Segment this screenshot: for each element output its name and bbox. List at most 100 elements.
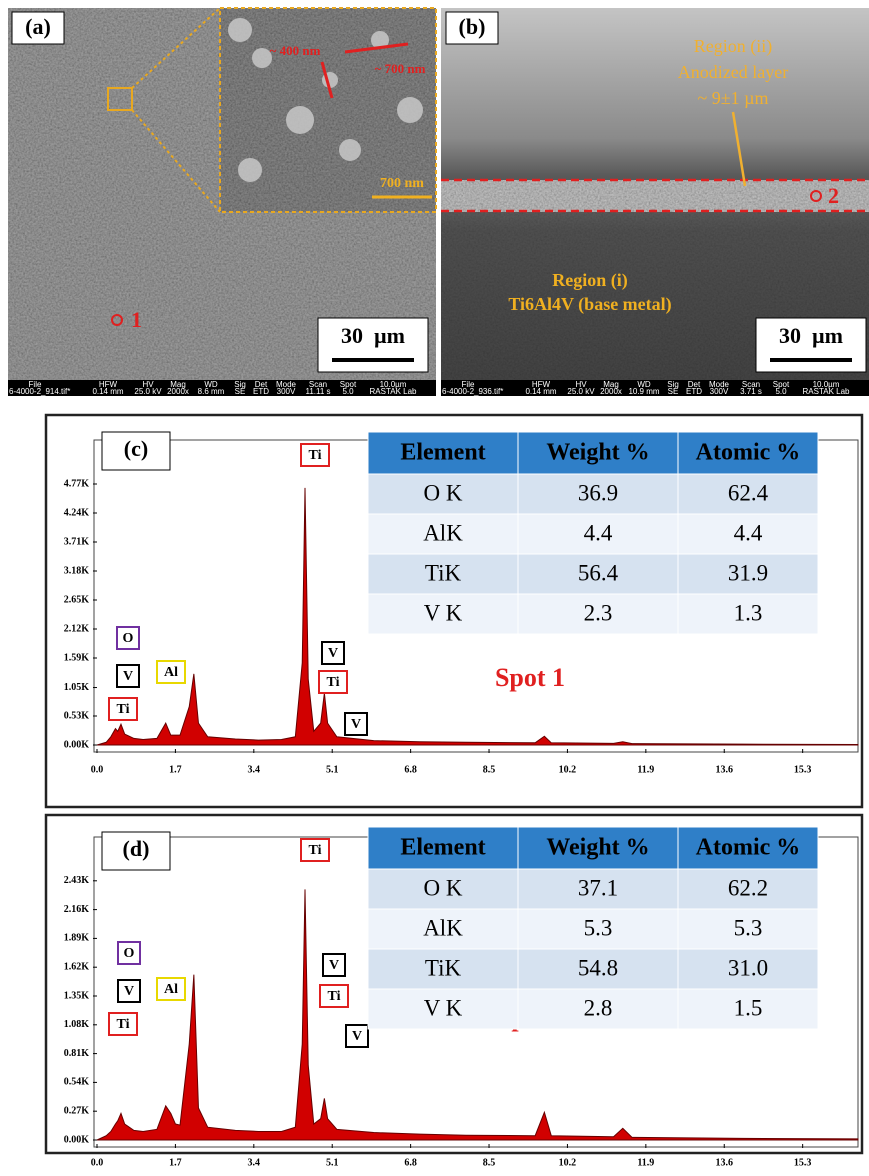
info-value: 5.0 — [775, 387, 787, 396]
info-value: 25.0 kV — [134, 387, 162, 396]
y-tick-label: 2.16K — [64, 904, 90, 915]
table-value: 1.3 — [734, 600, 763, 625]
table-header: Element — [400, 440, 485, 466]
spot-label: 2 — [828, 183, 839, 208]
peak-label: V — [328, 646, 338, 661]
x-tick-label: 15.3 — [794, 1157, 812, 1168]
peak-label: Ti — [309, 448, 322, 463]
x-tick-label: 8.5 — [483, 1157, 496, 1168]
panel-label: (a) — [25, 14, 51, 39]
y-tick-label: 1.05K — [64, 682, 90, 693]
x-tick-label: 5.1 — [326, 764, 339, 775]
inset-annotation: ~ 400 nm — [270, 43, 321, 58]
table-value: TiK — [425, 560, 462, 585]
region-label: Region (ii) — [694, 36, 773, 57]
peak-label: V — [352, 1029, 362, 1044]
table-value: TiK — [425, 955, 462, 980]
region-label: Anodized layer — [678, 62, 788, 82]
x-tick-label: 0.0 — [91, 1157, 104, 1168]
scale-label: 30 µm — [341, 323, 405, 348]
info-value: 6-4000-2_936.tif* — [442, 387, 503, 396]
x-tick-label: 8.5 — [483, 764, 496, 775]
info-value: 2000x — [167, 387, 189, 396]
spot-label: 1 — [131, 307, 142, 332]
y-tick-label: 0.00K — [64, 739, 90, 750]
info-value: SE — [235, 387, 246, 396]
table-value: V K — [424, 600, 463, 625]
info-value: RASTAK Lab — [803, 387, 851, 396]
panel-label: (c) — [124, 436, 148, 461]
y-tick-label: 1.89K — [64, 933, 90, 944]
x-tick-label: 1.7 — [169, 764, 182, 775]
y-tick-label: 0.53K — [64, 710, 90, 721]
table-header: Atomic % — [696, 440, 801, 466]
table-value: V K — [424, 995, 463, 1020]
table-header: Weight % — [546, 440, 649, 466]
y-tick-label: 4.77K — [64, 478, 90, 489]
table-value: 54.8 — [578, 955, 618, 980]
x-tick-label: 11.9 — [637, 764, 654, 775]
table-value: AlK — [423, 520, 463, 545]
peak-label: Ti — [309, 843, 322, 858]
x-tick-label: 3.4 — [248, 1157, 261, 1168]
info-value: 5.0 — [342, 387, 354, 396]
y-tick-label: 2.65K — [64, 594, 90, 605]
y-tick-label: 1.62K — [64, 961, 90, 972]
scale-label: 30 µm — [779, 323, 843, 348]
table-value: 31.0 — [728, 955, 768, 980]
x-tick-label: 10.2 — [559, 764, 577, 775]
info-value: 8.6 mm — [198, 387, 225, 396]
table-value: 36.9 — [578, 480, 618, 505]
table-header: Weight % — [546, 835, 649, 861]
x-tick-label: 0.0 — [91, 764, 104, 775]
y-tick-label: 0.54K — [64, 1077, 90, 1088]
y-tick-label: 0.27K — [64, 1105, 90, 1116]
figure: ~ 400 nm ~ 700 nm 700 nm (a) 1 30 µm Reg… — [0, 0, 869, 1176]
table-value: 5.3 — [584, 915, 613, 940]
peak-label: Ti — [327, 675, 340, 690]
info-value: 10.9 mm — [628, 387, 659, 396]
y-tick-label: 3.71K — [64, 536, 90, 547]
peak-label: Al — [164, 665, 178, 680]
table-value: 37.1 — [578, 875, 618, 900]
table-value: 1.5 — [734, 995, 763, 1020]
x-tick-label: 1.7 — [169, 1157, 182, 1168]
peak-label: Al — [164, 982, 178, 997]
peak-label: V — [123, 669, 133, 684]
info-value: 300V — [710, 387, 729, 396]
table-value: 62.4 — [728, 480, 769, 505]
info-value: ETD — [253, 387, 269, 396]
table-value: AlK — [423, 915, 463, 940]
thickness-label: ~ 9±1 µm — [698, 88, 769, 108]
panel-label: (d) — [123, 836, 150, 861]
y-tick-label: 1.08K — [64, 1019, 90, 1030]
table-header: Element — [400, 835, 485, 861]
info-value: 0.14 mm — [525, 387, 556, 396]
info-value: ETD — [686, 387, 702, 396]
sem-panel-b: Region (ii) Anodized layer ~ 9±1 µm Regi… — [441, 8, 869, 396]
peak-label: V — [329, 958, 339, 973]
info-value: RASTAK Lab — [370, 387, 418, 396]
sem-panel-a: ~ 400 nm ~ 700 nm 700 nm (a) 1 30 µm — [8, 8, 436, 396]
x-tick-label: 3.4 — [248, 764, 261, 775]
info-value: 2000x — [600, 387, 622, 396]
y-tick-label: 4.24K — [64, 507, 90, 518]
x-tick-label: 13.6 — [715, 1157, 733, 1168]
y-tick-label: 1.35K — [64, 990, 90, 1001]
y-tick-label: 0.00K — [64, 1134, 90, 1145]
table-value: O K — [424, 875, 463, 900]
info-value: 3.71 s — [740, 387, 762, 396]
region-label: Ti6Al4V (base metal) — [508, 294, 671, 315]
region-label: Region (i) — [552, 270, 628, 291]
x-tick-label: 5.1 — [326, 1157, 339, 1168]
inset-scale-label: 700 nm — [380, 176, 424, 191]
layer-texture — [441, 180, 869, 212]
info-value: 300V — [277, 387, 296, 396]
y-tick-label: 3.18K — [64, 565, 90, 576]
table-value: 2.3 — [584, 600, 613, 625]
y-tick-label: 2.12K — [64, 623, 90, 634]
x-tick-label: 11.9 — [637, 1157, 654, 1168]
x-tick-label: 15.3 — [794, 764, 812, 775]
x-tick-label: 6.8 — [404, 1157, 417, 1168]
info-value: SE — [668, 387, 679, 396]
